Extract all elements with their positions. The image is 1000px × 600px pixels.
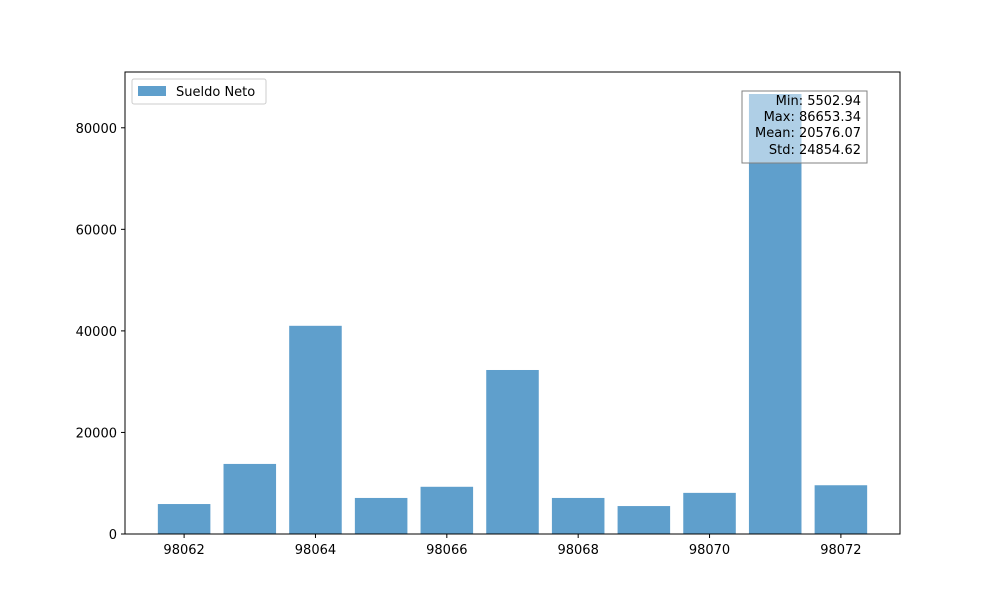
stats-max: Max: 86653.34: [764, 110, 861, 125]
stats-box: Min: 5502.94 Max: 86653.34 Mean: 20576.0…: [741, 90, 868, 164]
stats-box-frame: [741, 90, 868, 164]
y-tick-label: 40000: [76, 325, 117, 340]
bar-98071: [748, 94, 802, 534]
bar-98069: [617, 506, 671, 534]
y-axis: 0 20000 40000 60000 80000: [76, 122, 125, 543]
bars-group: [157, 94, 868, 534]
bar-98066: [420, 486, 474, 534]
y-tick-label: 0: [109, 528, 117, 543]
stats-min: Min: 5502.94: [776, 94, 861, 109]
x-tick-label: 98066: [426, 543, 467, 558]
legend-label: Sueldo Neto: [176, 85, 255, 100]
legend: Sueldo Neto: [131, 78, 267, 105]
plot-frame: [124, 71, 901, 535]
x-tick-label: 98062: [163, 543, 204, 558]
bar-98063: [223, 463, 277, 534]
legend-frame: [131, 78, 267, 105]
bar-98070: [683, 492, 736, 534]
y-tick-label: 60000: [76, 223, 117, 238]
y-tick-label: 20000: [76, 426, 117, 441]
y-tick-label: 80000: [76, 122, 117, 137]
x-tick-label: 98064: [295, 543, 336, 558]
bar-98064: [289, 325, 342, 534]
legend-swatch: [138, 86, 166, 96]
stats-std: Std: 24854.62: [769, 143, 861, 158]
x-tick-label: 98072: [820, 543, 861, 558]
stats-mean: Mean: 20576.07: [755, 126, 861, 141]
x-tick-label: 98070: [689, 543, 730, 558]
x-tick-label: 98068: [557, 543, 598, 558]
x-axis: 98062 98064 98066 98068 98070 98072: [163, 534, 862, 558]
bar-98062: [157, 504, 211, 534]
bar-98065: [354, 497, 408, 534]
bar-98068: [551, 497, 605, 534]
bar-98072: [814, 485, 868, 534]
bar-98067: [486, 369, 539, 534]
